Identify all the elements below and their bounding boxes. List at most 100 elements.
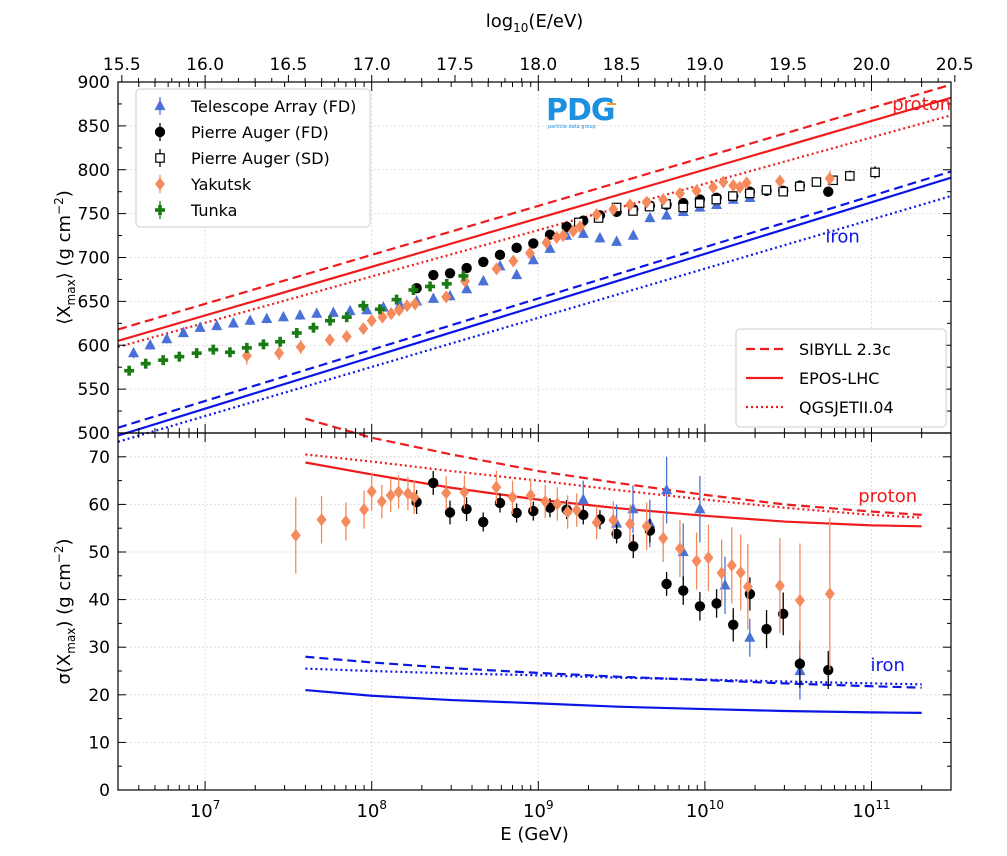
top-point-yakutsk: [491, 262, 502, 276]
top-axis-tick-label: 17.0: [353, 55, 391, 75]
bottom-point-auger_fd: [528, 505, 539, 517]
bottom-point-auger_fd: [444, 507, 456, 518]
plus-v: [361, 300, 366, 311]
top-series-yakutsk: [241, 170, 835, 365]
bottom-panel-data-points: [290, 456, 835, 700]
plus-v: [428, 281, 432, 292]
bottom-ytick-label: 20: [88, 686, 110, 706]
bottom-xtick-label: 107: [190, 798, 221, 822]
lbl: log: [486, 11, 513, 32]
top-point-tunka: [374, 304, 385, 315]
top-point-auger_sd: [745, 188, 755, 199]
plus-v: [211, 344, 216, 355]
top-point-ta: [144, 338, 156, 350]
top-point-yakutsk: [402, 299, 413, 313]
top-point-yakutsk: [508, 254, 519, 268]
bottom-xtick-label: 1010: [686, 798, 724, 822]
ylbl-rest: ⟩ (g cm: [54, 215, 75, 279]
bottom-ytick-label: 10: [88, 733, 110, 753]
top-model-iron-dashed: [117, 170, 952, 429]
model-legend-box: [735, 328, 947, 428]
top-point-tunka: [308, 322, 319, 333]
bottom-point-auger_fd: [794, 658, 806, 670]
top-point-yakutsk: [674, 186, 685, 200]
bottom-point-yakutsk: [742, 580, 753, 594]
top-point-yakutsk: [718, 175, 729, 189]
bottom-point-yakutsk: [290, 528, 301, 542]
bottom-point-yakutsk: [794, 594, 805, 608]
top-point-auger_fd: [428, 269, 439, 281]
ylbl-main: σ(X: [54, 654, 75, 685]
top-point-ta: [611, 235, 623, 246]
top-series-auger_sd: [574, 166, 880, 228]
xtick-base: 10: [356, 801, 379, 822]
top-point-yakutsk: [734, 180, 745, 194]
top-point-ta: [211, 319, 223, 331]
top-point-yakutsk: [386, 307, 397, 321]
bottom-model-iron-solid: [305, 688, 922, 714]
top-ytick-label: 700: [78, 249, 110, 269]
bottom-xtick-label: 109: [523, 798, 554, 822]
plus-v: [228, 347, 232, 358]
plus-v: [161, 355, 165, 366]
top-point-ta: [511, 268, 523, 280]
top-point-yakutsk: [241, 349, 252, 363]
top-point-tunka: [425, 281, 436, 292]
top-point-yakutsk: [366, 314, 377, 328]
top-point-ta: [194, 321, 206, 332]
bottom-point-yakutsk: [366, 485, 377, 499]
top-ytick-label: 800: [78, 161, 110, 181]
axis-and-tick-labels: 500 550 600 650 700 750 800 850 900 0 10 20 30 40 50 60…: [52, 11, 974, 845]
top-point-yakutsk: [558, 229, 569, 243]
bottom-model-proton-dotted: [305, 453, 922, 519]
top-point-tunka: [241, 342, 252, 353]
bottom-point-yakutsk: [359, 503, 370, 517]
bottom-point-auger_fd: [494, 497, 506, 509]
plus-v: [294, 327, 299, 338]
plus-v: [461, 270, 466, 281]
bottom-point-auger_fd: [711, 598, 722, 609]
bottom-point-auger_fd: [578, 509, 589, 521]
top-point-ta: [361, 303, 373, 315]
bottom-point-yakutsk: [376, 495, 387, 509]
bottom-point-yakutsk: [385, 488, 396, 502]
xtick-base: 10: [852, 801, 875, 822]
bottom-point-auger_fd: [428, 477, 439, 489]
plus-v: [344, 312, 349, 323]
bottom-point-ta: [577, 493, 589, 504]
legend-marker-yakutsk: [155, 177, 165, 191]
bottom-point-auger_fd: [628, 541, 639, 552]
bottom-point-ta: [694, 502, 706, 514]
top-series-tunka: [124, 270, 469, 376]
top-point-tunka: [341, 312, 352, 323]
top-point-ta: [594, 231, 606, 243]
top-point-yakutsk: [591, 208, 602, 222]
top-point-tunka: [258, 339, 269, 350]
top-point-ta: [177, 326, 189, 338]
plus-v: [444, 278, 449, 289]
ylbl-sub: max: [64, 279, 78, 305]
bottom-point-yakutsk: [409, 490, 420, 504]
legend-marker-auger_sd: [155, 153, 165, 163]
bottom-point-yakutsk: [735, 565, 746, 579]
top-model-proton-solid: [117, 96, 952, 342]
top-point-yakutsk: [575, 220, 586, 234]
top-point-yakutsk: [691, 184, 702, 198]
top-label-proton: proton: [892, 94, 951, 115]
bottom-ytick-label: 30: [88, 638, 110, 658]
top-point-tunka: [291, 327, 302, 338]
top-point-yakutsk: [410, 297, 421, 311]
top-model-proton-dotted: [117, 114, 952, 349]
bottom-ytick-label: 40: [88, 591, 110, 611]
plus-v: [261, 339, 266, 350]
plus-v: [311, 322, 316, 333]
top-point-yakutsk: [708, 180, 719, 194]
top-point-yakutsk: [341, 329, 352, 343]
xtick-base: 10: [190, 801, 213, 822]
bottom-point-auger_fd: [661, 578, 672, 590]
top-point-tunka: [191, 348, 202, 359]
bottom-point-yakutsk: [552, 497, 563, 511]
top-ytick-label: 600: [78, 336, 110, 356]
top-point-yakutsk: [358, 322, 369, 336]
